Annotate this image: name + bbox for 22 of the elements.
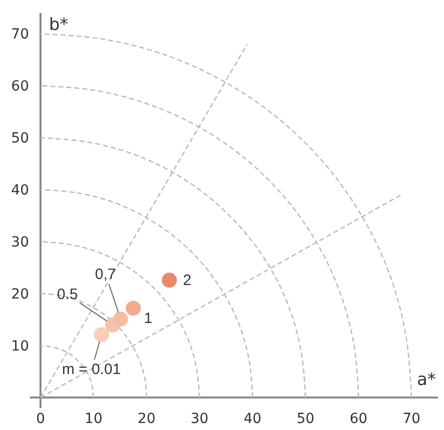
annotation: 2 [183,272,192,289]
x-tick-label: 10 [84,411,102,427]
x-tick-label: 0 [36,411,46,427]
annotation: m = 0.01 [62,361,121,378]
x-tick-label: 40 [244,411,262,427]
x-tick-label: 20 [138,411,156,427]
x-tick-label: 60 [350,411,368,427]
y-tick-label: 60 [11,78,29,95]
y-tick-label: 50 [11,130,29,147]
x-tick-label: 30 [190,411,208,427]
annotation: 0,7 [95,266,116,283]
y-axis-title: b* [49,15,68,35]
y-tick-label: 40 [11,182,29,199]
annotation: 0.5 [57,286,78,303]
annotation: 1 [144,310,152,327]
x-axis-title: a* [417,370,436,390]
y-tick-label: 20 [11,286,29,303]
x-tick-label: 70 [402,411,420,427]
x-tick-label: 50 [296,411,314,427]
y-tick-label: 10 [11,338,29,355]
y-tick-label: 70 [11,26,29,43]
y-tick-label: 30 [11,234,29,251]
